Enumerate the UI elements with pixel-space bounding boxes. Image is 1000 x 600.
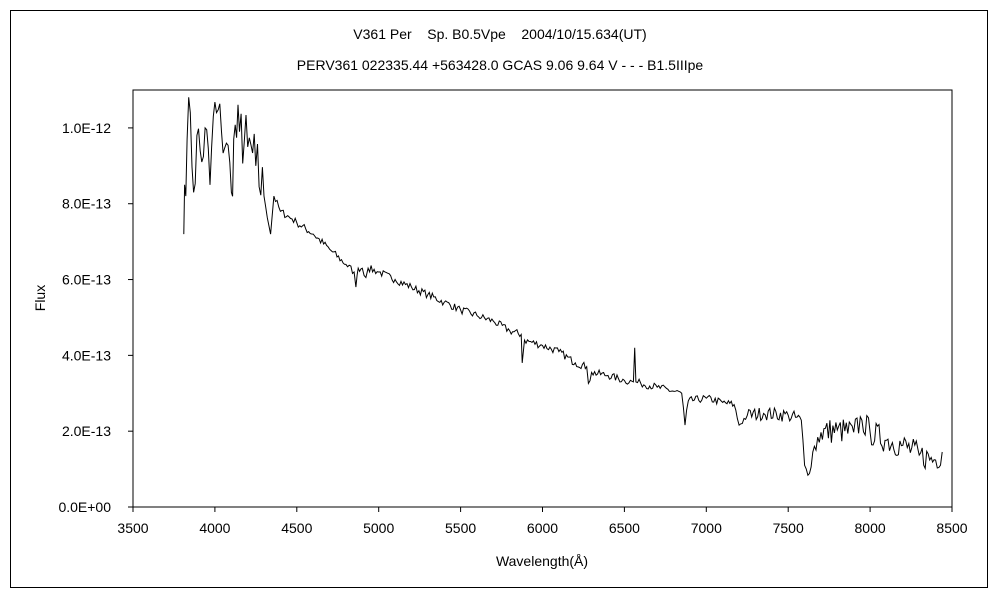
x-tick-label: 8500 [936,520,967,536]
x-tick-label: 6500 [609,520,640,536]
x-tick-label: 7500 [773,520,804,536]
y-tick-label: 1.0E-12 [62,120,111,136]
x-tick-label: 4000 [199,520,230,536]
x-tick-label: 8000 [855,520,886,536]
y-tick-label: 8.0E-13 [62,196,111,212]
x-tick-label: 5000 [363,520,394,536]
x-tick-label: 3500 [117,520,148,536]
spectrum-line [183,97,943,477]
plot-area [132,89,953,508]
chart-frame [10,10,988,588]
x-tick-label: 5500 [445,520,476,536]
x-tick-label: 7000 [691,520,722,536]
chart-title: V361 Per Sp. B0.5Vpe 2004/10/15.634(UT) [353,26,647,42]
x-axis-label: Wavelength(Å) [496,553,588,569]
x-tick-label: 6000 [527,520,558,536]
y-axis-label: Flux [32,285,48,311]
x-tick-label: 4500 [281,520,312,536]
y-tick-label: 0.0E+00 [58,499,111,515]
y-tick-label: 2.0E-13 [62,423,111,439]
y-tick-label: 6.0E-13 [62,272,111,288]
y-tick-label: 4.0E-13 [62,347,111,363]
chart-subtitle: PERV361 022335.44 +563428.0 GCAS 9.06 9.… [296,57,704,73]
